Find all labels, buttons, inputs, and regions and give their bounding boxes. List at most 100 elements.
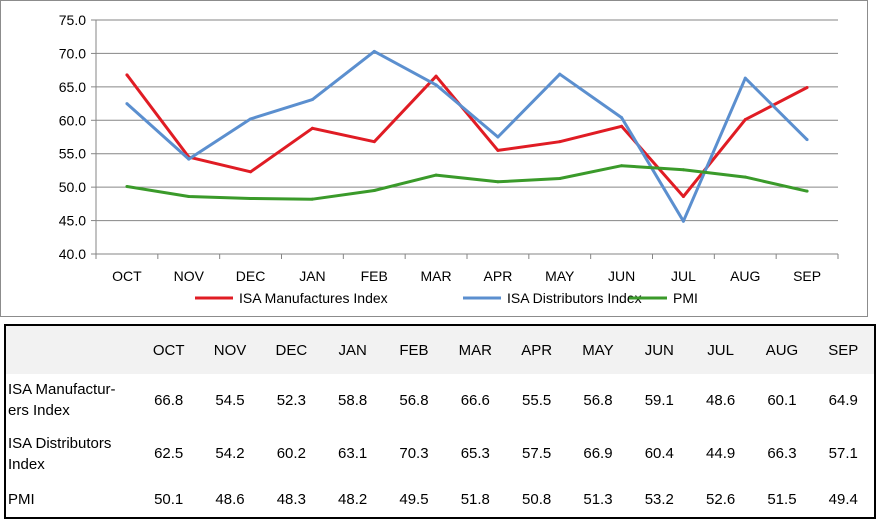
data-point	[805, 138, 809, 142]
header-cell: AUG	[765, 341, 799, 359]
data-point	[743, 175, 747, 179]
table-cell: 51.5	[767, 490, 797, 508]
data-point	[434, 83, 438, 87]
data-point	[620, 116, 624, 120]
data-point	[558, 72, 562, 76]
x-tick-label: OCT	[112, 268, 142, 284]
x-tick-label: FEB	[361, 268, 388, 284]
header-cell: APR	[521, 341, 553, 359]
header-cell: JUN	[644, 341, 674, 359]
data-point	[372, 140, 376, 144]
x-tick-label: JAN	[299, 268, 325, 284]
row-label-line: ers Index	[8, 402, 70, 419]
table-cell: 66.8	[154, 391, 184, 409]
table-row: ISA Distributors Index 62.5 54.2 60.2 63.1 70.…	[6, 426, 874, 481]
header-cell: JAN	[338, 341, 367, 359]
table-cell: 65.3	[460, 445, 490, 462]
table-cell: 66.3	[767, 445, 797, 462]
data-point	[805, 189, 809, 193]
data-point	[558, 176, 562, 180]
data-point	[681, 219, 685, 223]
y-tick-label: 60.0	[59, 112, 86, 128]
table-cell: 51.8	[460, 490, 490, 508]
y-tick-label: 70.0	[59, 45, 86, 61]
x-tick-label: MAY	[545, 268, 575, 284]
table-cell: 55.5	[522, 391, 552, 409]
y-tick-label: 55.0	[59, 146, 86, 162]
table-cell: 56.8	[399, 391, 429, 409]
header-cell: JUL	[707, 341, 734, 359]
data-point	[372, 188, 376, 192]
data-point	[434, 74, 438, 78]
table-cell: 53.2	[644, 490, 674, 508]
table-cell: 48.6	[706, 391, 736, 409]
data-point	[125, 73, 129, 77]
data-point	[187, 157, 191, 161]
row-label-line: ISA Manufactur-	[8, 381, 116, 398]
table-header-row: OCT NOV DEC JAN FEB MAR APR MAY JUN JUL …	[6, 326, 874, 374]
x-tick-label: JUL	[671, 268, 696, 284]
line-chart: 40.0 45.0 50.0 55.0 60.0 65.0 70.0 75.0 OCT NOV DE…	[59, 12, 839, 306]
table-cell: 49.4	[828, 490, 858, 508]
header-cell: MAR	[458, 341, 492, 359]
table-cell: 52.3	[276, 391, 306, 409]
legend-label: PMI	[673, 290, 698, 306]
x-tick-label: JUN	[608, 268, 635, 284]
data-point	[249, 170, 253, 174]
data-point	[620, 124, 624, 128]
table-cell: 70.3	[399, 445, 429, 462]
table-cell: 58.8	[338, 391, 368, 409]
table-cell: 60.1	[767, 391, 797, 409]
series-line	[125, 73, 808, 198]
table-cell: 57.5	[522, 445, 552, 462]
table-cell: 66.6	[460, 391, 490, 409]
legend-label: ISA Distributors Index	[507, 290, 642, 306]
row-label: PMI	[6, 481, 138, 517]
table-cell: 63.1	[338, 445, 368, 462]
data-point	[681, 168, 685, 172]
table-cell: 66.9	[583, 445, 613, 462]
table-cell: 51.3	[583, 490, 613, 508]
table-cell: 62.5	[154, 445, 184, 462]
data-point	[372, 49, 376, 53]
row-label-line: Index	[8, 455, 45, 473]
data-point	[249, 197, 253, 201]
table-cell: 60.2	[276, 445, 306, 462]
x-tick-label: DEC	[236, 268, 266, 284]
data-point	[681, 195, 685, 199]
table-cell: 56.8	[583, 391, 613, 409]
table-row: ISA Manufactur-ers Index 66.8 54.5 52.3 58.8…	[6, 374, 874, 426]
table-cell: 54.5	[215, 391, 245, 409]
y-tick-label: 50.0	[59, 179, 86, 195]
data-point	[310, 98, 314, 102]
table-cell: 49.5	[399, 490, 429, 508]
y-tick-label: 65.0	[59, 79, 86, 95]
data-point	[743, 76, 747, 80]
data-point	[558, 140, 562, 144]
header-cell: FEB	[399, 341, 429, 359]
data-point	[496, 135, 500, 139]
x-tick-label: APR	[484, 268, 513, 284]
data-point	[187, 195, 191, 199]
header-cell: MAY	[582, 341, 614, 359]
row-label: ISA Distributors Index	[6, 426, 138, 481]
x-tick-label: NOV	[174, 268, 205, 284]
data-point	[125, 102, 129, 106]
header-cell: DEC	[275, 341, 308, 359]
table-cell: 57.1	[828, 445, 858, 462]
header-corner-cell	[6, 326, 138, 374]
x-tick-label: MAR	[421, 268, 452, 284]
data-point	[496, 180, 500, 184]
data-table-container: OCT NOV DEC JAN FEB MAR APR MAY JUN JUL …	[4, 324, 876, 519]
table-cell: 50.1	[154, 490, 184, 508]
y-tick-label: 75.0	[59, 12, 86, 28]
header-cell: SEP	[828, 341, 859, 359]
table-cell: 64.9	[828, 391, 858, 409]
data-point	[620, 164, 624, 168]
y-tick-label: 40.0	[59, 246, 86, 262]
table-cell: 54.2	[215, 445, 245, 462]
table-row: PMI 50.1 48.6 48.3 48.2 49.5 51.8 50.8 51.3 53.2 5…	[6, 481, 874, 517]
table-cell: 60.4	[644, 445, 674, 462]
table-cell: 44.9	[706, 445, 736, 462]
table-cell: 50.8	[522, 490, 552, 508]
